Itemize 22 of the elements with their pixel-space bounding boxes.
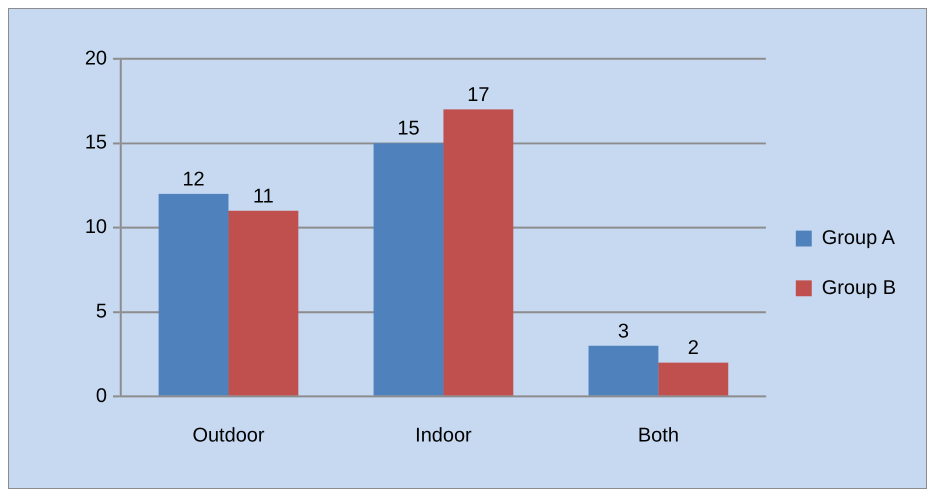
y-tick-label: 0 [96, 384, 108, 407]
y-tick-label: 10 [84, 216, 108, 238]
bar [158, 194, 228, 396]
legend-label: Group B [822, 276, 896, 299]
bar [228, 210, 298, 396]
y-tick-label: 20 [84, 47, 108, 70]
legend-label: Group A [822, 227, 896, 250]
x-tick-label: Indoor [415, 424, 472, 447]
bar [588, 346, 658, 396]
bar [443, 109, 514, 396]
x-tick-label: Both [638, 424, 679, 447]
y-tick-label: 15 [84, 132, 108, 154]
data-label: 11 [253, 185, 274, 208]
y-tick-label: 5 [96, 300, 108, 322]
bar [658, 362, 728, 396]
data-label: 15 [397, 118, 420, 140]
x-tick-label: Outdoor [192, 424, 265, 447]
data-label: 2 [688, 337, 699, 360]
data-label: 12 [182, 168, 205, 190]
data-label: 17 [467, 84, 490, 106]
data-label: 3 [618, 320, 630, 342]
bar [374, 143, 444, 396]
